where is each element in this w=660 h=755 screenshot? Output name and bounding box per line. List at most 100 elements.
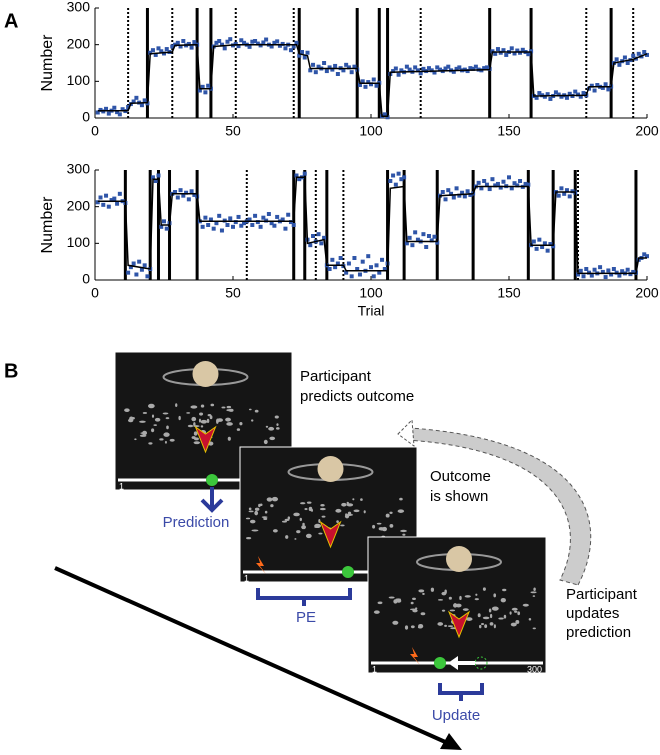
- data-point: [617, 62, 622, 67]
- data-point: [523, 181, 528, 186]
- asteroid: [221, 406, 226, 409]
- asteroid: [318, 519, 321, 523]
- data-point: [211, 226, 216, 231]
- asteroid: [207, 414, 212, 417]
- planet: [317, 456, 344, 482]
- data-point: [308, 243, 313, 248]
- data-point: [126, 270, 131, 275]
- data-point: [606, 268, 611, 273]
- data-point: [512, 51, 517, 56]
- data-point: [178, 188, 183, 193]
- data-point: [526, 52, 531, 57]
- data-point: [551, 244, 556, 249]
- asteroid: [515, 619, 520, 624]
- data-point: [454, 66, 459, 71]
- asteroid: [493, 593, 497, 598]
- asteroid: [159, 438, 164, 441]
- data-point: [242, 40, 247, 45]
- data-point: [609, 272, 614, 277]
- data-point: [349, 70, 354, 75]
- asteroid: [462, 608, 469, 611]
- data-point: [164, 226, 169, 231]
- data-point: [495, 47, 500, 52]
- asteroid: [142, 430, 148, 436]
- data-point: [95, 200, 100, 205]
- data-point: [297, 53, 302, 58]
- data-point: [239, 223, 244, 228]
- data-point: [559, 186, 564, 191]
- data-point: [327, 267, 332, 271]
- data-point: [137, 259, 142, 264]
- data-point: [316, 64, 321, 69]
- asteroid: [474, 598, 479, 601]
- data-point: [101, 202, 106, 207]
- asteroid: [389, 511, 393, 514]
- data-point: [573, 89, 578, 94]
- asteroid: [287, 516, 291, 520]
- data-point: [222, 46, 227, 51]
- data-point: [460, 190, 465, 195]
- data-point: [352, 64, 357, 69]
- asteroid: [385, 513, 390, 518]
- data-point: [462, 194, 467, 199]
- screens: 1 1 1 300: [114, 351, 547, 674]
- asteroid: [151, 428, 155, 433]
- data-point: [286, 212, 291, 217]
- asteroid: [216, 419, 219, 424]
- asteroid: [169, 438, 175, 442]
- data-point: [374, 263, 379, 268]
- data-point: [341, 68, 346, 73]
- y-axis-label: Number: [39, 196, 56, 254]
- data-point: [184, 190, 189, 195]
- data-point: [540, 245, 545, 249]
- data-point: [429, 238, 434, 243]
- asteroid: [464, 595, 471, 598]
- asteroid: [448, 596, 452, 600]
- data-point: [247, 217, 252, 222]
- prediction-arrow: [200, 498, 224, 513]
- data-point: [324, 69, 329, 74]
- data-point: [545, 92, 550, 97]
- y-axis-label: Number: [39, 34, 56, 92]
- chart: 0 100 200 300 0 50 100 150 200 Number: [39, 0, 659, 139]
- data-point: [208, 217, 213, 222]
- asteroid: [251, 529, 259, 532]
- spaceship: [447, 610, 471, 639]
- data-point: [346, 261, 351, 266]
- asteroid: [164, 440, 167, 444]
- data-point: [393, 182, 398, 187]
- asteroid: [248, 408, 252, 411]
- data-point: [258, 224, 263, 229]
- data-point: [625, 267, 630, 272]
- data-point: [473, 64, 478, 69]
- asteroid: [373, 610, 380, 614]
- data-point: [239, 38, 244, 43]
- data-point: [236, 44, 241, 49]
- outcome-bolt: [256, 556, 266, 574]
- data-point: [253, 213, 258, 218]
- data-point: [261, 215, 266, 220]
- data-point: [369, 265, 373, 270]
- data-point: [181, 193, 186, 198]
- asteroid: [270, 504, 274, 508]
- asteroid: [532, 627, 536, 630]
- data-point: [181, 39, 186, 43]
- data-point: [622, 55, 627, 60]
- data-point: [228, 216, 233, 221]
- data-point: [369, 82, 373, 87]
- asteroid: [175, 403, 178, 408]
- data-point: [537, 91, 542, 96]
- asteroid: [444, 624, 447, 627]
- data-point: [173, 190, 178, 194]
- caption: predicts outcome: [300, 388, 414, 405]
- data-point: [548, 242, 553, 247]
- data-point: [225, 223, 230, 227]
- data-point: [548, 96, 553, 101]
- y-tick-label: 300: [67, 0, 91, 15]
- x-tick-label: 0: [91, 123, 99, 139]
- scale-min: 1: [372, 664, 377, 674]
- data-point: [567, 91, 572, 96]
- data-point: [426, 66, 431, 71]
- data-point: [606, 87, 611, 92]
- data-point: [115, 110, 120, 115]
